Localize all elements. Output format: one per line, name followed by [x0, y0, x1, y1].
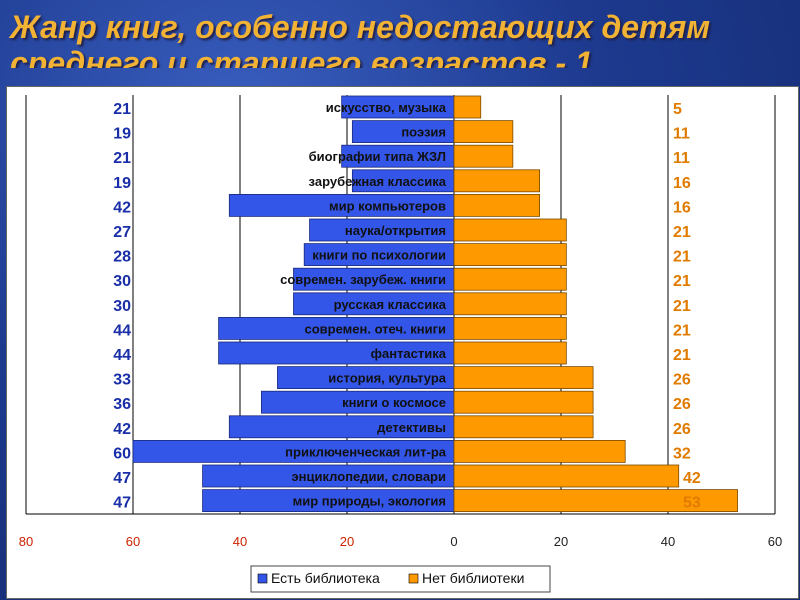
- data-label-right: 21: [673, 249, 691, 266]
- data-label-left: 42: [113, 199, 131, 216]
- bar-right: [453, 218, 567, 242]
- data-label-left: 44: [113, 347, 131, 364]
- data-label-right: 11: [673, 150, 690, 167]
- category-label: детективы: [377, 420, 446, 435]
- bar-right: [453, 489, 738, 513]
- data-label-right: 16: [673, 199, 691, 216]
- data-label-left: 19: [113, 126, 131, 143]
- data-label-left: 60: [113, 445, 131, 462]
- legend-box: [250, 565, 551, 593]
- category-label: приключенческая лит-ра: [285, 444, 447, 459]
- x-tick-label: 0: [450, 534, 457, 549]
- legend-swatch-left: [257, 573, 268, 584]
- data-label-left: 44: [113, 322, 131, 339]
- category-label: биографии типа ЖЗЛ: [309, 149, 446, 164]
- category-label: энциклопедии, словари: [292, 469, 447, 484]
- data-label-right: 21: [673, 273, 691, 290]
- data-label-right: 32: [673, 445, 691, 462]
- bar-right: [453, 169, 540, 193]
- data-label-right: 21: [673, 224, 691, 241]
- data-label-left: 42: [113, 421, 131, 438]
- category-label: история, культура: [328, 371, 446, 386]
- x-tick-label: 40: [661, 534, 675, 549]
- x-tick-label: 40: [233, 534, 247, 549]
- data-label-left: 33: [113, 372, 131, 389]
- data-label-right: 26: [673, 372, 691, 389]
- data-label-left: 36: [113, 396, 131, 413]
- data-label-left: 19: [113, 175, 131, 192]
- data-label-right: 53: [683, 495, 701, 512]
- legend-label-right: Нет библиотеки: [422, 570, 524, 586]
- data-label-left: 47: [113, 470, 131, 487]
- bar-right: [453, 120, 514, 143]
- data-label-left: 27: [113, 224, 131, 241]
- category-label: зарубежная классика: [309, 174, 447, 189]
- bar-right: [453, 415, 594, 439]
- data-label-left: 21: [113, 101, 131, 118]
- bar-right: [453, 292, 567, 316]
- bar-right: [453, 366, 594, 390]
- legend-label-left: Есть библиотека: [271, 570, 380, 586]
- x-tick-label: 20: [340, 534, 354, 549]
- category-label: русская классика: [334, 297, 447, 312]
- category-label: современ. зарубеж. книги: [280, 272, 446, 287]
- data-label-left: 21: [113, 150, 131, 167]
- bar-right: [453, 439, 626, 463]
- category-label: фантастика: [371, 346, 447, 361]
- bar-right: [453, 193, 540, 217]
- data-label-left: 30: [113, 273, 131, 290]
- data-label-right: 16: [673, 175, 691, 192]
- data-label-left: 28: [113, 249, 131, 266]
- data-label-right: 42: [683, 470, 701, 487]
- data-label-right: 11: [673, 126, 690, 143]
- x-tick-label: 60: [126, 534, 140, 549]
- bar-right: [453, 316, 567, 340]
- bar-right: [453, 464, 680, 488]
- title-line-2: среднего и старшего возрастов - 1: [10, 45, 593, 68]
- x-tick-label: 80: [19, 534, 33, 549]
- category-label: поэзия: [401, 125, 446, 140]
- bar-right: [453, 267, 567, 291]
- legend-swatch-right: [408, 573, 419, 584]
- bar-right: [453, 144, 514, 168]
- bar-right: [453, 390, 594, 414]
- data-label-right: 26: [673, 421, 691, 438]
- slide-title: Жанр книг, особенно недостающих детям ср…: [10, 8, 800, 68]
- x-tick-label: 60: [768, 534, 782, 549]
- bar-right: [453, 341, 567, 365]
- bar-right: [453, 243, 567, 267]
- title-line-1: Жанр книг, особенно недостающих детям: [10, 9, 711, 45]
- data-label-right: 21: [673, 298, 691, 315]
- bar-right: [453, 95, 482, 119]
- data-label-right: 21: [673, 347, 691, 364]
- category-label: книги по психологии: [312, 248, 446, 263]
- data-label-left: 47: [113, 495, 131, 512]
- category-label: мир природы, экология: [293, 494, 446, 509]
- data-label-right: 26: [673, 396, 691, 413]
- data-label-left: 30: [113, 298, 131, 315]
- category-label: книги о космосе: [342, 395, 446, 410]
- category-label: наука/открытия: [345, 223, 446, 238]
- x-tick-label: 20: [554, 534, 568, 549]
- data-label-right: 21: [673, 322, 691, 339]
- category-label: современ. отеч. книги: [304, 321, 446, 336]
- data-label-right: 5: [673, 101, 682, 118]
- category-label: искусство, музыка: [326, 100, 447, 115]
- category-label: мир компьютеров: [329, 198, 446, 213]
